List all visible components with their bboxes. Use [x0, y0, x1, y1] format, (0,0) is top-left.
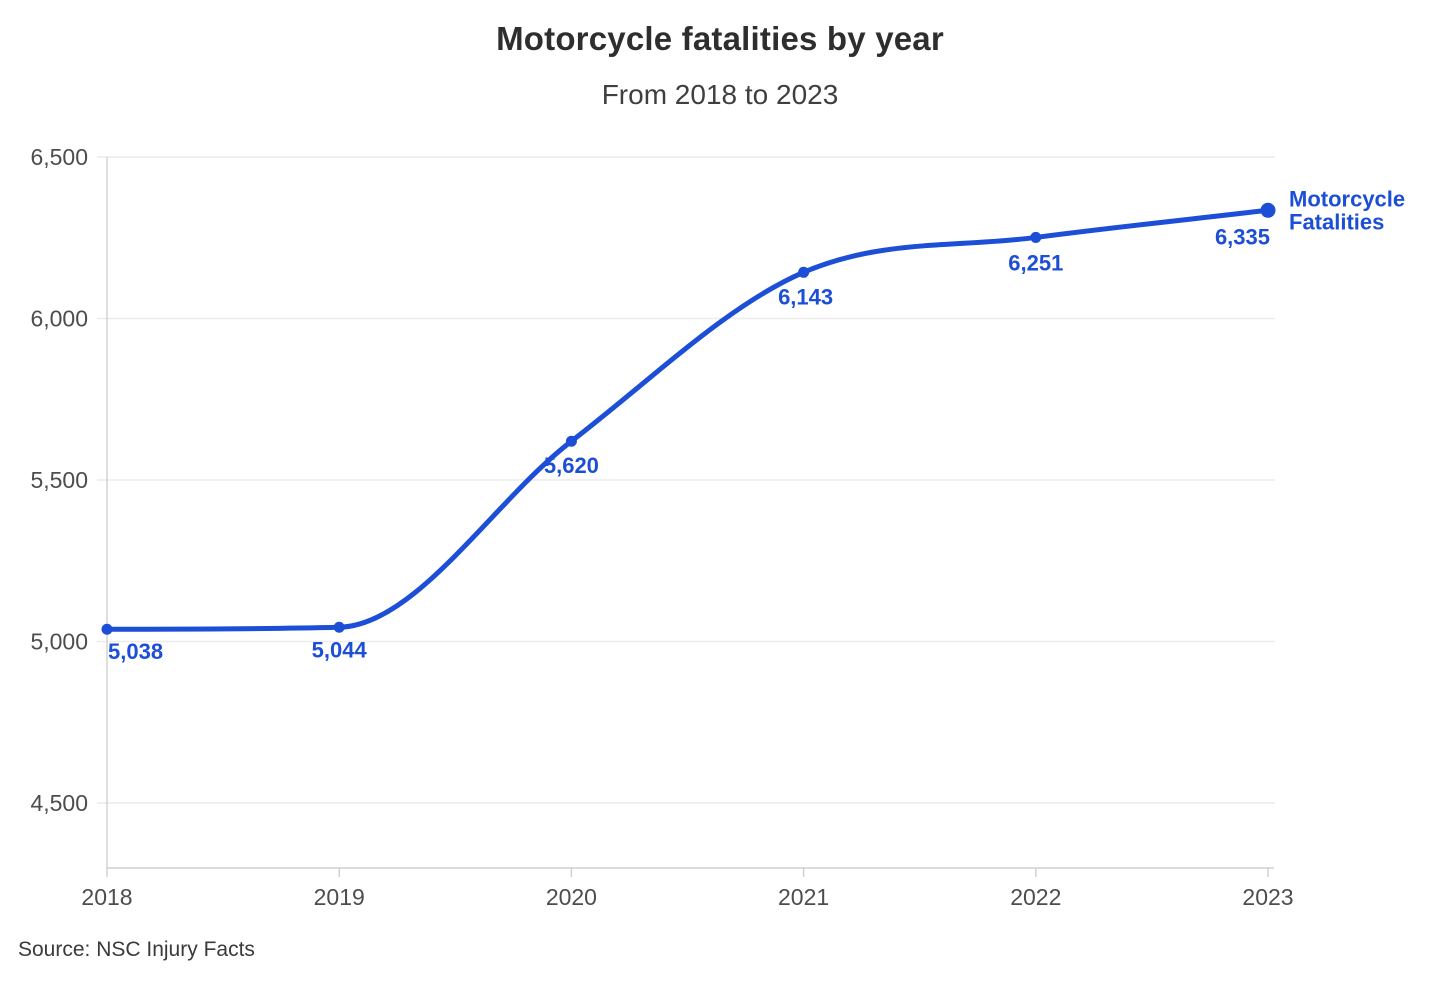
data-point-label: 5,044 — [312, 637, 368, 662]
source-note: Source: NSC Injury Facts — [18, 938, 255, 961]
x-tick-label: 2021 — [778, 884, 829, 910]
data-point-dot — [101, 623, 113, 635]
x-tick-label: 2022 — [1010, 884, 1061, 910]
y-tick-label: 5,500 — [30, 467, 88, 493]
series-end-label: Fatalities — [1289, 209, 1384, 234]
chart-title: Motorcycle fatalities by year — [496, 20, 944, 57]
data-point-dot — [1260, 202, 1276, 218]
y-tick-label: 4,500 — [30, 790, 88, 816]
data-point-label: 6,143 — [778, 284, 833, 309]
chart-subtitle: From 2018 to 2023 — [601, 79, 839, 110]
x-tick-label: 2019 — [314, 884, 365, 910]
x-tick-label: 2023 — [1242, 884, 1293, 910]
data-point-dot — [565, 435, 577, 447]
series-end-label: Motorcycle — [1289, 186, 1405, 211]
data-point-label: 6,251 — [1008, 250, 1063, 275]
data-point-dot — [798, 266, 810, 278]
data-point-label: 5,038 — [108, 639, 163, 664]
y-tick-label: 6,000 — [30, 306, 88, 332]
data-point-label: 6,335 — [1215, 224, 1270, 249]
x-tick-label: 2020 — [546, 884, 597, 910]
x-tick-label: 2018 — [81, 884, 132, 910]
y-tick-label: 5,000 — [30, 629, 88, 655]
y-tick-label: 6,500 — [30, 144, 88, 170]
data-point-dot — [333, 621, 345, 633]
data-point-dot — [1030, 231, 1042, 243]
fatalities-line — [104, 207, 1271, 632]
data-point-label: 5,620 — [544, 453, 599, 478]
